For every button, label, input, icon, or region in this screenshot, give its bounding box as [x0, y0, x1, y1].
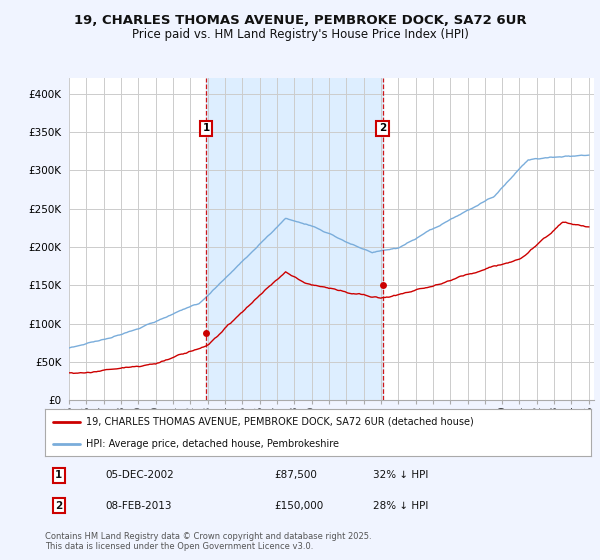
- Text: 2: 2: [379, 123, 386, 133]
- Text: 1: 1: [203, 123, 210, 133]
- Text: 2: 2: [55, 501, 62, 511]
- Text: HPI: Average price, detached house, Pembrokeshire: HPI: Average price, detached house, Pemb…: [86, 438, 339, 449]
- Text: £150,000: £150,000: [274, 501, 323, 511]
- Text: 19, CHARLES THOMAS AVENUE, PEMBROKE DOCK, SA72 6UR: 19, CHARLES THOMAS AVENUE, PEMBROKE DOCK…: [74, 14, 526, 27]
- Text: 28% ↓ HPI: 28% ↓ HPI: [373, 501, 428, 511]
- Text: 19, CHARLES THOMAS AVENUE, PEMBROKE DOCK, SA72 6UR (detached house): 19, CHARLES THOMAS AVENUE, PEMBROKE DOCK…: [86, 417, 474, 427]
- Text: 05-DEC-2002: 05-DEC-2002: [105, 470, 174, 480]
- Text: 32% ↓ HPI: 32% ↓ HPI: [373, 470, 428, 480]
- Text: £87,500: £87,500: [274, 470, 317, 480]
- Text: 1: 1: [55, 470, 62, 480]
- Bar: [206, 78, 383, 400]
- Text: Price paid vs. HM Land Registry's House Price Index (HPI): Price paid vs. HM Land Registry's House …: [131, 28, 469, 41]
- Text: Contains HM Land Registry data © Crown copyright and database right 2025.
This d: Contains HM Land Registry data © Crown c…: [45, 532, 371, 552]
- Text: 08-FEB-2013: 08-FEB-2013: [105, 501, 172, 511]
